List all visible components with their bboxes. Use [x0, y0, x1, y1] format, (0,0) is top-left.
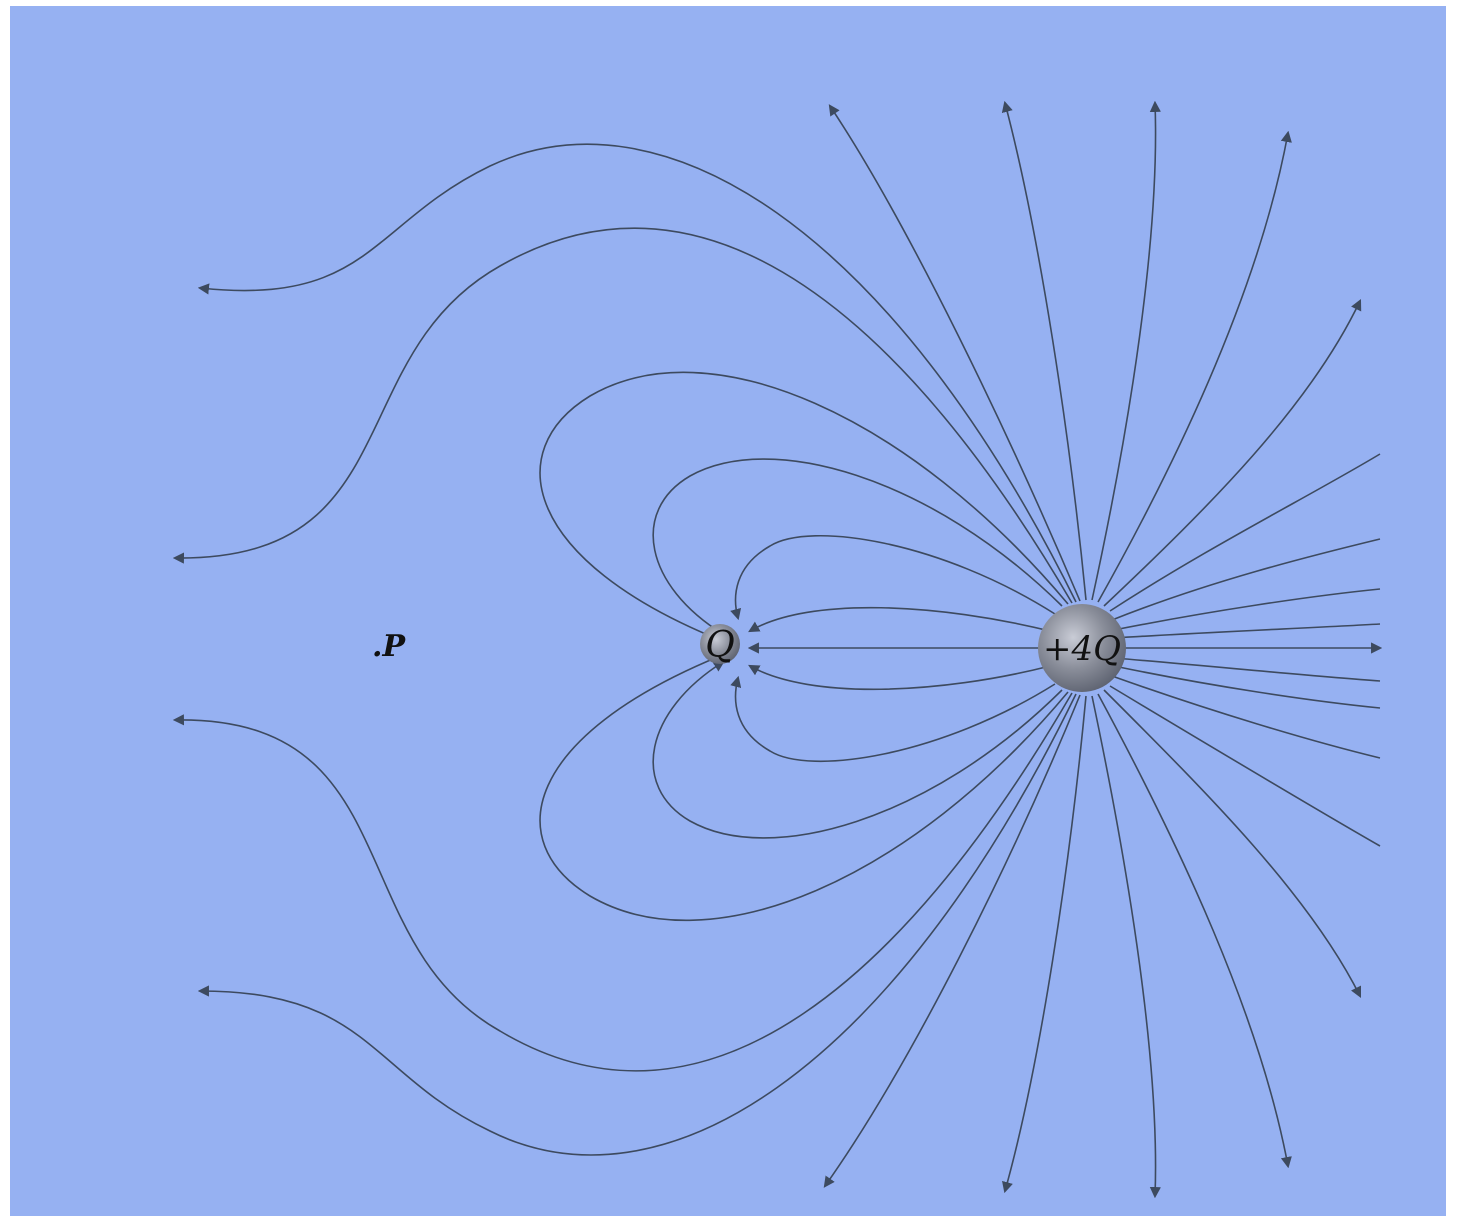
- field-line-right-2: [1111, 538, 1381, 621]
- field-line-loop-2-upper: [652, 458, 1063, 636]
- connecting-field-lines: [539, 371, 1069, 922]
- field-line-loop-1-upper: [730, 534, 1056, 621]
- field-line-loop-3-lower: [539, 654, 1069, 922]
- field-line-left-3: [172, 692, 1073, 1072]
- charge-q-label: Q: [705, 625, 735, 666]
- field-line-up-1: [828, 104, 1081, 602]
- field-line-down-1: [823, 694, 1081, 1188]
- field-line-right-4: [1113, 623, 1381, 639]
- field-line-right-5: [1113, 657, 1381, 682]
- field-line-loop-2-lower: [652, 660, 1063, 839]
- field-line-down-3: [1091, 695, 1161, 1199]
- diagram-canvas: Q +4Q .P: [10, 6, 1446, 1216]
- field-lines-diagram: Q +4Q .P: [172, 100, 1383, 1199]
- lower-field-lines: [823, 689, 1362, 1199]
- right-field-lines: [1109, 453, 1383, 847]
- field-line-down-2: [1002, 695, 1087, 1194]
- charge-4q-label: +4Q: [1043, 629, 1121, 669]
- left-field-lines: [172, 143, 1077, 1156]
- charge-negative: Q: [700, 624, 740, 666]
- field-line-up-4: [1097, 130, 1292, 603]
- field-line-right-8: [1109, 685, 1381, 847]
- field-line-up-2: [1001, 100, 1087, 601]
- field-line-right-1: [1109, 453, 1381, 612]
- field-line-right-7: [1111, 675, 1381, 759]
- upper-field-lines: [828, 100, 1362, 607]
- charge-4q-sphere: [1038, 604, 1126, 692]
- charge-positive: +4Q: [1038, 604, 1126, 692]
- field-line-right-6: [1113, 665, 1381, 709]
- field-line-loop-3-upper: [539, 371, 1069, 642]
- field-line-left-4: [197, 693, 1077, 1156]
- field-line-down-5: [1103, 689, 1362, 999]
- field-line-left-2: [197, 143, 1077, 603]
- point-p-label: .P: [372, 629, 406, 664]
- charge-q-sphere: [700, 624, 740, 664]
- field-line-inner-lower: [748, 664, 1051, 691]
- field-line-inner-upper: [748, 606, 1051, 633]
- field-line-right-3: [1113, 588, 1381, 631]
- field-line-left-1: [172, 227, 1073, 604]
- field-line-down-4: [1097, 693, 1292, 1169]
- field-line-up-5: [1103, 298, 1362, 607]
- field-line-up-3: [1091, 100, 1161, 601]
- field-line-loop-1-lower: [730, 675, 1056, 763]
